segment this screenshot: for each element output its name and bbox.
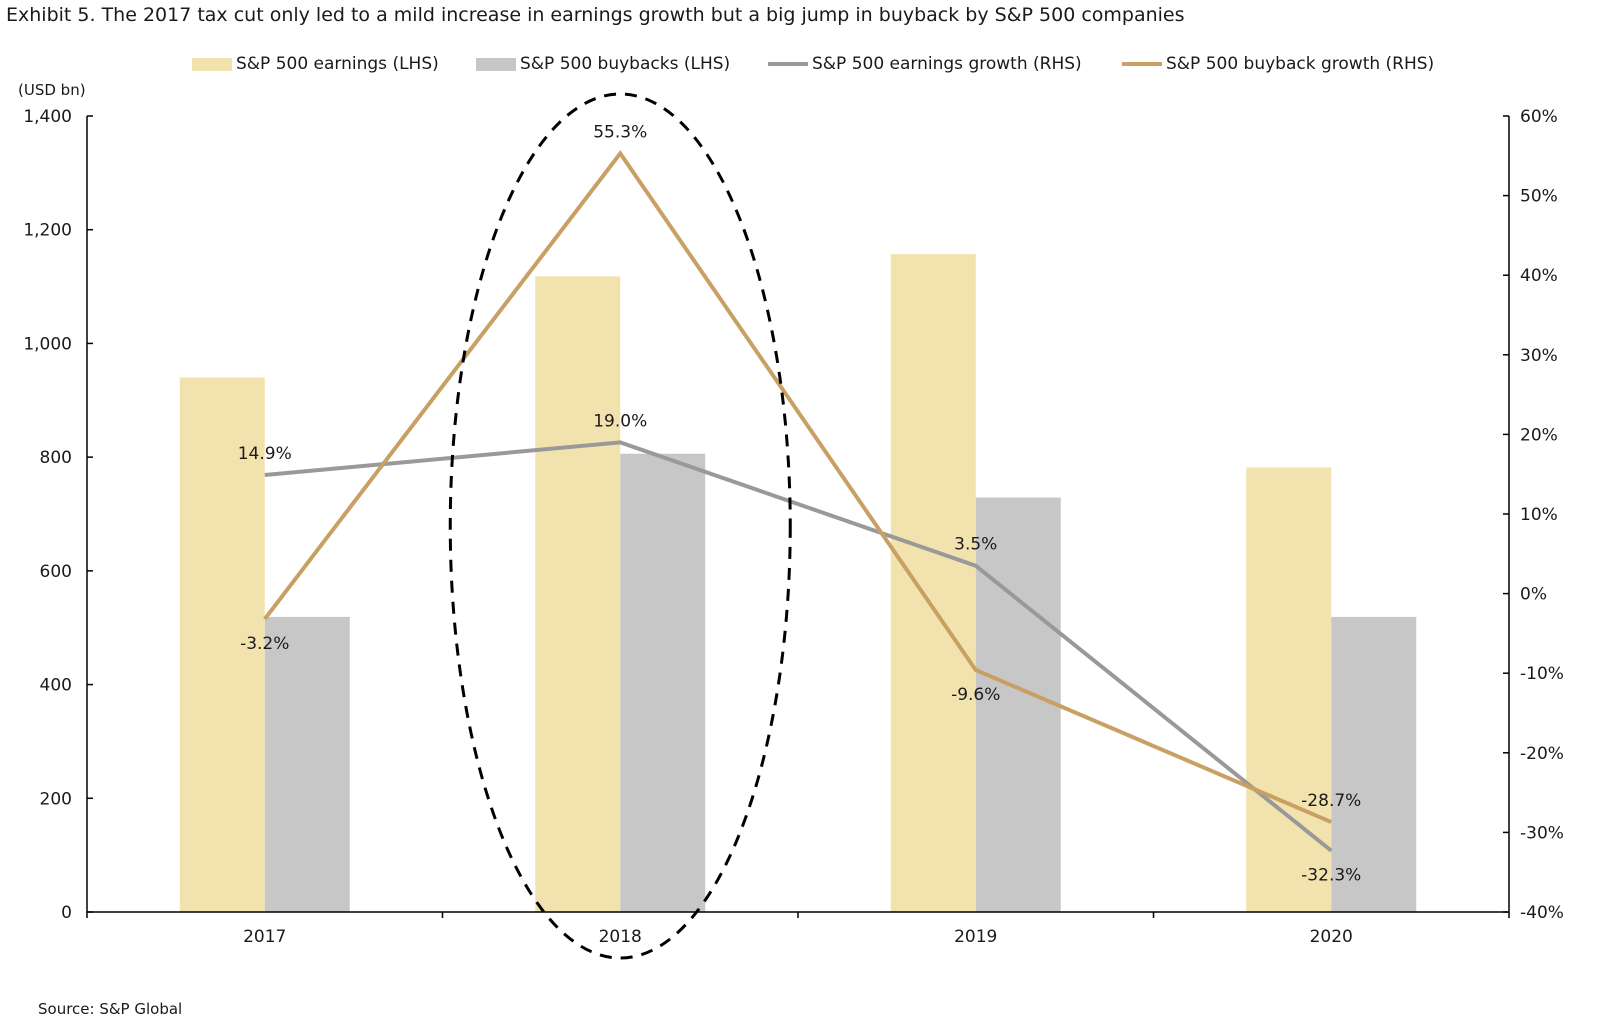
left-tick-label: 1,200 <box>23 221 72 241</box>
left-tick-label: 1,400 <box>23 107 72 127</box>
right-tick-label: -10% <box>1520 664 1564 684</box>
earnings-bar <box>535 276 621 912</box>
left-tick-label: 400 <box>40 676 72 696</box>
chart-title: Exhibit 5. The 2017 tax cut only led to … <box>6 4 1185 26</box>
data-label: -9.6% <box>951 685 1000 705</box>
x-tick-label: 2017 <box>243 927 286 947</box>
data-label: 19.0% <box>593 411 647 431</box>
right-tick-label: 60% <box>1520 107 1558 127</box>
legend-item: S&P 500 earnings growth (RHS) <box>768 52 1082 76</box>
legend-swatch <box>1122 62 1162 66</box>
earnings-growth-line <box>264 440 1333 853</box>
chart-plot: 0 200 400 600 800 1,000 1,200 1,400 (USD bn) -40%… <box>18 81 1564 960</box>
right-tick-label: 50% <box>1520 187 1558 207</box>
buyback-bar <box>264 616 350 912</box>
right-tick-label: 10% <box>1520 505 1558 525</box>
left-tick-label: 0 <box>61 903 72 923</box>
x-tick-label: 2018 <box>599 927 642 947</box>
left-tick-label: 200 <box>40 789 72 809</box>
data-label: 14.9% <box>238 444 292 464</box>
chart-legend: S&P 500 earnings (LHS) S&P 500 buybacks (… <box>0 52 1605 76</box>
buyback-bar <box>620 453 706 912</box>
x-tick-label: 2020 <box>1310 927 1353 947</box>
legend-item: S&P 500 earnings (LHS) <box>192 52 439 76</box>
right-tick-label: 20% <box>1520 425 1558 445</box>
legend-swatch <box>192 57 232 71</box>
legend-label: S&P 500 earnings (LHS) <box>236 54 439 74</box>
data-label: -28.7% <box>1301 791 1361 811</box>
legend-label: S&P 500 earnings growth (RHS) <box>812 54 1082 74</box>
legend-swatch <box>768 62 808 66</box>
legend-label: S&P 500 buyback growth (RHS) <box>1166 54 1435 74</box>
x-tick-label: 2019 <box>954 927 997 947</box>
left-tick-label: 800 <box>40 448 72 468</box>
right-tick-label: -40% <box>1520 903 1564 923</box>
legend-swatch <box>476 57 516 71</box>
right-tick-label: 30% <box>1520 346 1558 366</box>
right-tick-label: 0% <box>1520 585 1547 605</box>
earnings-bar <box>1246 467 1332 912</box>
earnings-bar <box>179 377 265 912</box>
data-label: 55.3% <box>593 122 647 142</box>
buyback-bar <box>975 497 1061 912</box>
legend-item: S&P 500 buybacks (LHS) <box>476 52 730 76</box>
source-note: Source: S&P Global <box>38 1000 183 1018</box>
right-tick-label: 40% <box>1520 266 1558 286</box>
legend-item: S&P 500 buyback growth (RHS) <box>1122 52 1434 76</box>
left-axis-unit: (USD bn) <box>18 81 86 99</box>
right-tick-label: -20% <box>1520 744 1564 764</box>
buyback-growth-line <box>263 150 1333 824</box>
data-label: 3.5% <box>954 535 997 555</box>
data-label: -32.3% <box>1301 866 1361 886</box>
right-tick-label: -30% <box>1520 823 1564 843</box>
data-label: -3.2% <box>240 634 289 654</box>
buyback-bar <box>1331 616 1417 912</box>
legend-label: S&P 500 buybacks (LHS) <box>520 54 731 74</box>
earnings-bar <box>890 254 976 913</box>
left-tick-label: 1,000 <box>23 334 72 354</box>
highlight-ellipse <box>448 92 792 960</box>
left-tick-label: 600 <box>40 562 72 582</box>
